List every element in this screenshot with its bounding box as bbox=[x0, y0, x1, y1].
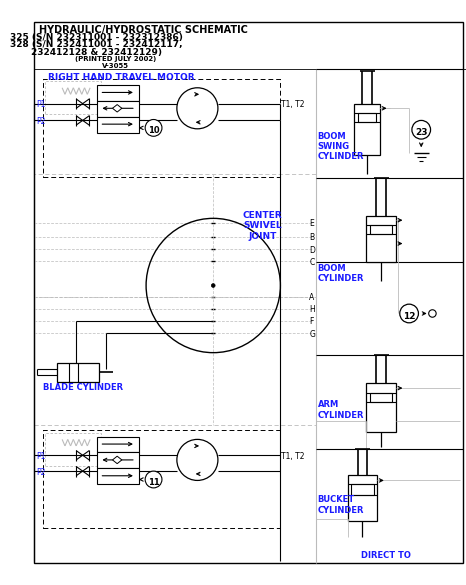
Bar bbox=[96, 469, 138, 484]
Text: RIGHT HAND TRAVEL MOTOR: RIGHT HAND TRAVEL MOTOR bbox=[48, 73, 195, 82]
Text: T1, T2: T1, T2 bbox=[281, 452, 305, 460]
Text: 12: 12 bbox=[403, 312, 415, 321]
Bar bbox=[348, 475, 377, 521]
Circle shape bbox=[177, 88, 218, 129]
Bar bbox=[96, 85, 138, 101]
Bar bbox=[45, 433, 101, 466]
Bar bbox=[96, 101, 138, 116]
Text: CENTER
SWIVEL
JOINT: CENTER SWIVEL JOINT bbox=[243, 211, 282, 240]
Text: E: E bbox=[309, 219, 314, 229]
Text: 11: 11 bbox=[148, 478, 159, 487]
Bar bbox=[366, 383, 396, 432]
Bar bbox=[370, 393, 392, 402]
Text: BUCKET
CYLINDER: BUCKET CYLINDER bbox=[318, 495, 364, 515]
Text: C: C bbox=[309, 257, 315, 267]
Text: BOOM
CYLINDER: BOOM CYLINDER bbox=[318, 264, 364, 284]
Text: 325 (S/N 232311001 - 232312386): 325 (S/N 232311001 - 232312386) bbox=[10, 33, 183, 42]
Circle shape bbox=[145, 471, 162, 488]
Bar bbox=[96, 116, 138, 133]
Text: G: G bbox=[309, 329, 315, 339]
Text: 10: 10 bbox=[148, 126, 159, 135]
Bar bbox=[366, 215, 396, 262]
Text: H: H bbox=[309, 305, 315, 314]
Text: P1: P1 bbox=[36, 452, 45, 460]
Text: DIRECT TO: DIRECT TO bbox=[361, 551, 411, 560]
Text: P1: P1 bbox=[36, 100, 45, 109]
Text: BLADE CYLINDER: BLADE CYLINDER bbox=[42, 383, 123, 393]
Bar bbox=[96, 452, 138, 469]
Bar bbox=[370, 225, 392, 234]
Polygon shape bbox=[112, 105, 122, 112]
Polygon shape bbox=[112, 456, 122, 464]
Text: B: B bbox=[309, 233, 315, 242]
Bar bbox=[45, 81, 101, 114]
Circle shape bbox=[212, 284, 215, 287]
Circle shape bbox=[429, 309, 436, 317]
Circle shape bbox=[412, 121, 431, 139]
Circle shape bbox=[400, 304, 418, 323]
Text: 328 (S/N 232411001 - 232412117,: 328 (S/N 232411001 - 232412117, bbox=[10, 40, 183, 49]
Text: D: D bbox=[309, 246, 315, 254]
Text: BOOM
SWING
CYLINDER: BOOM SWING CYLINDER bbox=[318, 132, 364, 161]
Text: A: A bbox=[309, 293, 315, 302]
Bar bbox=[96, 436, 138, 452]
Text: T1, T2: T1, T2 bbox=[281, 100, 305, 109]
Text: P2: P2 bbox=[36, 117, 45, 126]
Bar bbox=[34, 174, 316, 425]
Bar bbox=[57, 363, 99, 381]
Circle shape bbox=[177, 439, 218, 480]
Text: P2: P2 bbox=[36, 467, 45, 477]
Text: 23: 23 bbox=[415, 128, 427, 137]
Text: V-3055: V-3055 bbox=[102, 63, 129, 68]
Circle shape bbox=[145, 119, 162, 136]
Bar bbox=[42, 430, 281, 528]
Bar bbox=[42, 80, 281, 177]
Bar bbox=[358, 113, 377, 122]
Text: (PRINTED JULY 2002): (PRINTED JULY 2002) bbox=[75, 56, 156, 62]
Text: F: F bbox=[309, 318, 314, 326]
Text: 232412128 & 232412129): 232412128 & 232412129) bbox=[31, 47, 162, 57]
Text: ARM
CYLINDER: ARM CYLINDER bbox=[318, 400, 364, 419]
Text: HYDRAULIC/HYDROSTATIC SCHEMATIC: HYDRAULIC/HYDROSTATIC SCHEMATIC bbox=[39, 25, 248, 35]
Bar bbox=[351, 484, 374, 495]
Bar bbox=[354, 104, 380, 155]
